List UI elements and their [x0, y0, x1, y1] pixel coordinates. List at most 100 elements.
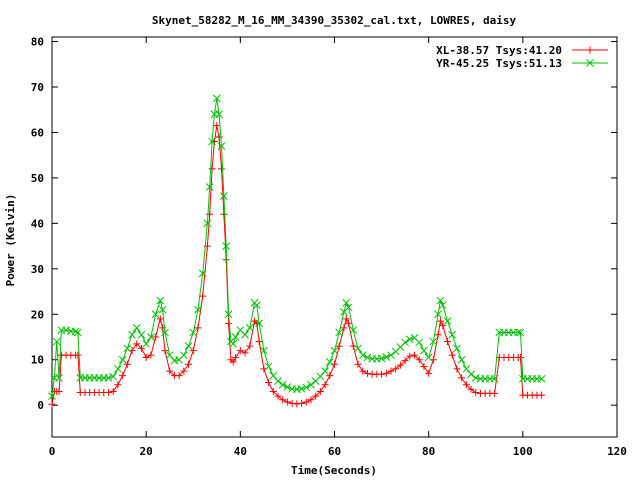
data-point: [342, 299, 351, 307]
data-point: [335, 328, 344, 337]
data-point: [424, 353, 433, 362]
y-tick-label: 30: [31, 263, 44, 276]
data-point: [316, 372, 325, 381]
data-point: [516, 353, 524, 361]
data-point: [321, 367, 329, 375]
data-point: [156, 296, 165, 305]
data-point: [151, 310, 160, 319]
data-point: [166, 367, 174, 375]
data-point: [252, 301, 261, 310]
series-line: [51, 98, 542, 397]
data-point: [224, 310, 233, 319]
data-point: [225, 319, 233, 327]
data-point: [467, 385, 475, 393]
data-point: [537, 374, 546, 383]
series-yr: [48, 94, 546, 400]
data-point: [325, 358, 334, 366]
data-point: [265, 378, 273, 386]
data-point: [439, 322, 447, 330]
data-point: [152, 333, 160, 341]
y-tick-label: 0: [37, 399, 44, 412]
data-point: [229, 339, 238, 348]
data-point: [405, 335, 414, 344]
data-point: [538, 391, 546, 399]
y-axis-label: Power (Kelvin): [4, 194, 17, 287]
data-point: [302, 383, 311, 392]
data-point: [274, 392, 282, 400]
y-axis: 0 10 20 30 40 50 60 70 80: [31, 36, 617, 412]
data-point: [105, 388, 112, 396]
data-point: [420, 363, 428, 371]
data-point: [118, 355, 127, 364]
data-point: [114, 381, 122, 389]
data-point: [278, 380, 287, 389]
data-point: [335, 342, 343, 350]
legend-label: YR-45.25 Tsys:51.13: [436, 57, 562, 70]
data-point: [55, 374, 63, 382]
data-point: [246, 342, 254, 350]
data-point: [222, 242, 231, 250]
data-point: [161, 347, 169, 355]
data-point: [62, 326, 70, 335]
data-point: [340, 324, 348, 332]
data-point: [302, 398, 310, 406]
data-point: [269, 388, 277, 396]
data-point: [245, 324, 254, 332]
data-point: [194, 305, 202, 314]
data-point: [326, 372, 334, 380]
data-point: [354, 360, 362, 368]
data-point: [137, 344, 145, 352]
data-point: [274, 377, 282, 385]
data-point: [429, 337, 438, 346]
data-point: [231, 333, 240, 341]
data-point: [387, 367, 395, 375]
data-point: [415, 356, 423, 364]
x-tick-label: 0: [49, 445, 56, 458]
data-point: [312, 392, 320, 400]
data-point: [184, 342, 193, 350]
x-axis-label: Time(Seconds): [291, 464, 377, 477]
data-point: [434, 310, 442, 319]
y-tick-label: 20: [31, 308, 44, 321]
data-point: [316, 388, 324, 396]
data-point: [48, 400, 56, 408]
y-tick-label: 80: [31, 36, 44, 49]
data-point: [342, 315, 350, 323]
data-point: [132, 324, 141, 332]
data-point: [458, 374, 466, 382]
data-point: [514, 328, 522, 337]
data-point: [436, 296, 445, 305]
data-point: [123, 344, 132, 353]
data-point: [586, 59, 594, 67]
data-point: [420, 346, 428, 355]
data-point: [158, 305, 167, 314]
data-point: [438, 301, 447, 310]
data-point: [206, 210, 214, 218]
data-point: [363, 369, 371, 377]
data-point: [453, 365, 461, 373]
data-point: [170, 356, 179, 365]
data-point: [396, 361, 404, 369]
data-point: [109, 388, 117, 396]
data-point: [156, 315, 164, 323]
data-point: [491, 389, 499, 397]
data-point: [401, 338, 409, 347]
data-point: [232, 353, 240, 361]
data-point: [279, 396, 287, 404]
data-point: [462, 364, 471, 373]
data-point: [444, 338, 451, 346]
x-tick-label: 100: [513, 445, 533, 458]
data-point: [213, 122, 221, 130]
data-point: [198, 269, 207, 278]
data-point: [448, 330, 457, 339]
data-point: [363, 353, 372, 362]
data-point: [436, 317, 444, 325]
data-point: [406, 352, 414, 360]
data-point: [236, 347, 244, 355]
data-point: [215, 133, 223, 141]
y-tick-label: 10: [31, 354, 44, 367]
data-point: [165, 351, 174, 360]
data-point: [205, 183, 214, 191]
